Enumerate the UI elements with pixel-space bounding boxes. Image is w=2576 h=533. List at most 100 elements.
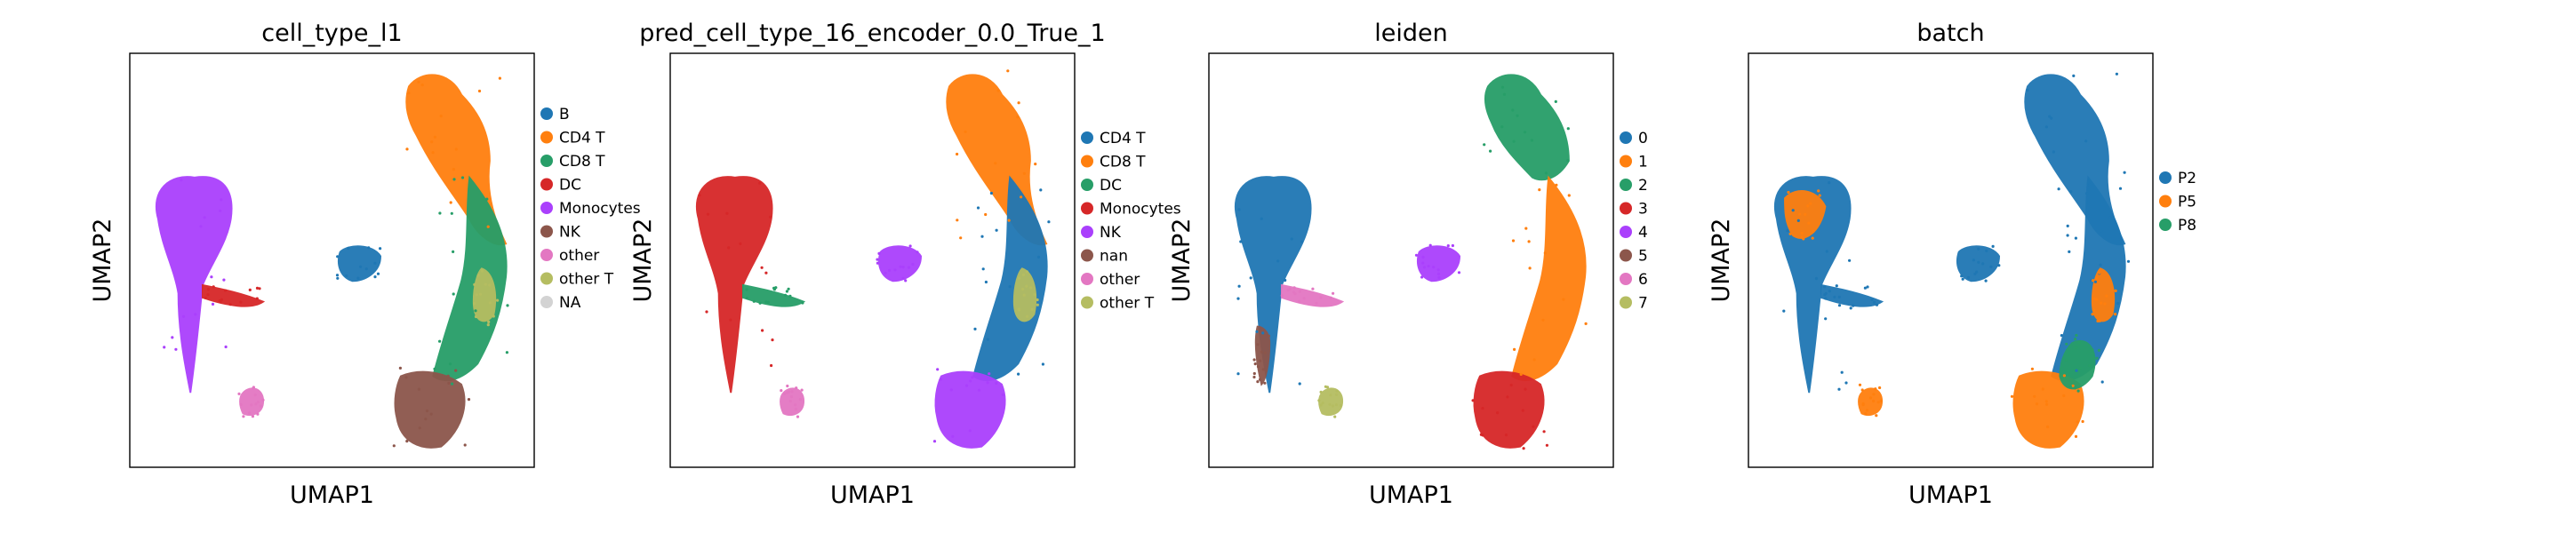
scatter-point: [1823, 285, 1826, 288]
scatter-point: [2095, 276, 2098, 279]
scatter-point: [252, 415, 254, 418]
scatter-point: [2085, 192, 2088, 195]
scatter-point: [506, 351, 508, 354]
scatter-point: [1256, 380, 1259, 383]
legend-label: other: [1100, 271, 1140, 289]
legend-item-other-t: other T: [1081, 295, 1155, 313]
scatter-point: [2075, 334, 2077, 337]
scatter-point: [1009, 285, 1012, 288]
scatter-point: [377, 273, 380, 275]
scatter-point: [956, 219, 958, 221]
scatter-point: [479, 293, 482, 296]
scatter-point: [2069, 386, 2072, 388]
scatter-point: [1447, 244, 1450, 247]
legend-item-na: NA: [540, 294, 581, 312]
scatter-point: [1257, 365, 1260, 368]
scatter-point: [784, 294, 787, 297]
scatter-point: [2058, 187, 2060, 190]
scatter-point: [769, 216, 772, 219]
scatter-point: [739, 243, 741, 245]
scatter-point: [496, 299, 499, 302]
cluster-3-right-arc-bottom: [1474, 372, 1543, 448]
scatter-point: [240, 403, 243, 406]
scatter-point: [1335, 390, 1338, 393]
scatter-point: [1562, 298, 1564, 301]
scatter-point: [1253, 358, 1256, 361]
scatter-point: [430, 413, 433, 416]
scatter-point: [373, 275, 376, 278]
legend-label: DC: [1100, 177, 1122, 195]
scatter-point: [1320, 403, 1323, 406]
legend-item-other: other: [540, 247, 599, 265]
scatter-point: [250, 403, 252, 406]
scatter-point: [1585, 322, 1588, 325]
scatter-point: [2076, 420, 2079, 423]
scatter-point: [261, 399, 264, 402]
scatter-point: [2115, 290, 2117, 292]
scatter-point: [1236, 372, 1239, 375]
scatter-point: [1333, 416, 1336, 418]
scatter-point: [1531, 139, 1533, 141]
scatter-point: [212, 303, 214, 306]
legend-label: P8: [2178, 217, 2196, 235]
cluster-2-right-arc-top: [1485, 75, 1569, 179]
legend-label: P2: [2178, 170, 2196, 187]
legend-label: B: [559, 106, 570, 123]
scatter-point: [367, 246, 370, 249]
scatter-point: [796, 416, 799, 418]
scatter-point: [489, 301, 492, 304]
scatter-point: [2045, 400, 2048, 402]
scatter-point: [2096, 357, 2099, 360]
scatter-point: [256, 413, 259, 416]
scatter-point: [699, 194, 701, 196]
scatter-point: [2098, 272, 2100, 274]
scatter-point: [1254, 362, 1257, 365]
scatter-point: [1877, 401, 1880, 403]
legend-marker: [1081, 179, 1093, 191]
scatter-point: [1555, 184, 1557, 187]
scatter-point: [773, 288, 776, 290]
panel-2: pred_cell_type_16_encoder_0.0_True_1UMAP…: [629, 20, 1181, 509]
scatter-point: [1992, 245, 1995, 248]
scatter-point: [759, 302, 762, 305]
legend-item-monocytes: Monocytes: [540, 200, 641, 218]
legend-label: CD8 T: [1100, 154, 1146, 171]
scatter-point: [1320, 391, 1323, 394]
scatter-point: [2072, 75, 2075, 77]
legend-label: CD4 T: [1100, 130, 1146, 147]
legend-item-p2: P2: [2159, 170, 2196, 187]
scatter-point: [2127, 260, 2130, 263]
scatter-point: [1250, 276, 1252, 279]
x-axis-label: UMAP1: [1369, 481, 1453, 509]
scatter-point: [2063, 374, 2066, 377]
scatter-point: [1237, 208, 1240, 211]
scatter-point: [477, 274, 480, 276]
scatter-point: [1420, 275, 1423, 278]
scatter-point: [476, 293, 478, 296]
scatter-point: [2100, 230, 2102, 233]
scatter-area: [1775, 73, 2130, 448]
scatter-point: [225, 346, 228, 348]
scatter-point: [1809, 203, 1812, 205]
legend-label: other: [559, 247, 599, 265]
scatter-point: [959, 236, 962, 239]
scatter-area: [697, 69, 1051, 448]
scatter-point: [1452, 244, 1454, 247]
scatter-point: [770, 364, 772, 367]
scatter-point: [452, 168, 455, 171]
scatter-point: [888, 269, 891, 272]
scatter-point: [1008, 219, 1011, 222]
scatter-point: [256, 287, 259, 290]
scatter-point: [956, 153, 958, 155]
scatter-point: [1977, 261, 1980, 264]
scatter-point: [1472, 399, 1475, 402]
scatter-point: [464, 443, 467, 446]
scatter-point: [1567, 127, 1570, 130]
cluster-cd8-t-right-arc-mid: [433, 178, 506, 380]
scatter-point: [1033, 293, 1036, 296]
legend-marker: [1620, 226, 1632, 238]
scatter-point: [2074, 338, 2076, 340]
scatter-point: [1023, 172, 1026, 175]
scatter-point: [2084, 139, 2087, 142]
legend-item-cd4-t: CD4 T: [1081, 130, 1146, 147]
